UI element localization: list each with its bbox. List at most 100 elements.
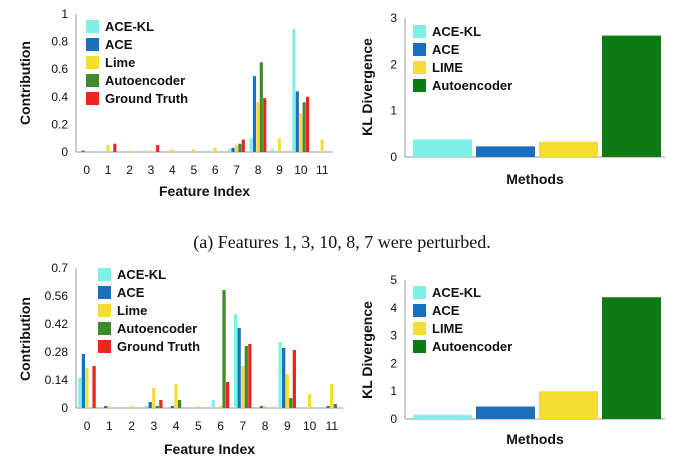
bar-ground-truth [248,344,252,408]
a_kl-chart: 0 1 2 3 KL Divergence Methods ACE-KL ACE LIME Aut… [359,11,665,187]
x-tick-label: 3 [151,419,158,433]
bar-lime [152,388,156,408]
legend-label: Autoencoder [117,321,197,336]
bar-ace-kl [249,138,253,152]
y-tick-label: 0.14 [45,373,69,387]
x-tick-label: 2 [128,419,135,433]
bar-lime [170,149,174,152]
bar-ground-truth [156,145,160,152]
bar-ground-truth [92,366,96,408]
x-tick-label: 7 [240,419,247,433]
legend-swatch [86,74,99,87]
y-tick-label: 4 [390,301,397,315]
legend-swatch [413,286,426,299]
bar-ace-kl [142,150,146,152]
y-tick-label: 1 [390,104,397,118]
x-tick-label: 8 [262,419,269,433]
x-tick-label: 4 [169,163,176,177]
y-tick-label: 0.4 [51,90,68,104]
bar-ace [148,402,152,408]
legend-label: Ground Truth [117,339,200,354]
bar-ace [252,76,257,152]
bar-lime [320,139,324,152]
x-tick-label: 0 [83,163,90,177]
x-tick-label: 9 [276,163,283,177]
legend-swatch [413,304,426,317]
bar-ground-truth [225,382,230,408]
x-axis-label: Methods [506,171,564,187]
bar-ground-truth [306,96,310,152]
legend-label: Ground Truth [105,91,188,106]
bar-ace-kl [413,139,472,157]
bar-ace-kl [144,406,149,408]
y-tick-label: 0.8 [51,35,68,49]
bar-lime [539,391,598,419]
bar-ace-kl [78,378,82,408]
bar-lime [241,366,245,408]
legend-swatch [86,92,99,105]
legend-label: Lime [105,55,135,70]
legend-swatch [413,43,426,56]
bar-autoencoder [177,400,182,408]
legend-label: Autoencoder [432,339,512,354]
legend-swatch [413,340,426,353]
b_kl-chart: 0 1 2 3 4 5 KL Divergence Methods ACE-KL ACE LIME A… [359,273,665,447]
bar-lime [85,368,89,408]
bar-lime [299,113,303,152]
bar-lime [127,150,131,152]
y-tick-label: 0 [390,412,397,426]
bar-lime [256,102,260,152]
bar-ace [170,406,175,408]
bar-ace [259,406,264,408]
bar-autoencoder [302,102,306,152]
y-tick-label: 5 [390,273,397,287]
y-tick-label: 3 [390,329,397,343]
bar-ace-kl [99,150,103,152]
y-tick-label: 1 [390,384,397,398]
y-tick-label: 0.6 [51,62,68,76]
bar-ace [295,91,299,152]
b_contrib-chart: 0 0.14 0.28 0.42 0.56 0.7 Contribution Feature … [17,261,343,457]
bar-lime [218,406,223,408]
bar-autoencoder [333,404,337,408]
x-tick-label: 5 [195,419,202,433]
legend-swatch [413,61,426,74]
x-tick-label: 5 [190,163,197,177]
legend-swatch [98,340,111,353]
y-tick-label: 3 [390,11,397,25]
legend-swatch [98,304,111,317]
x-tick-label: 10 [303,419,317,433]
legend-swatch [86,20,99,33]
legend-swatch [98,268,111,281]
legend-swatch [86,38,99,51]
bar-autoencoder [602,297,661,419]
bar-autoencoder [222,290,226,408]
legend-swatch [98,322,111,335]
legend-swatch [86,56,99,69]
bar-lime [277,138,281,152]
y-tick-label: 2 [390,57,397,71]
legend-swatch [413,25,426,38]
x-tick-label: 8 [255,163,262,177]
bar-lime [307,394,312,408]
bar-autoencoder [238,143,242,152]
bar-ground-truth [292,350,296,408]
legend-label: Autoencoder [432,78,512,93]
bar-ace [326,406,330,408]
bar-ace-kl [270,149,275,152]
y-tick-label: 2 [390,356,397,370]
legend-swatch [98,286,111,299]
bar-ground-truth [263,98,267,152]
caption: (a) Features 1, 3, 10, 8, 7 were perturb… [193,232,490,253]
y-tick-label: 0.42 [45,317,69,331]
bar-lime [192,149,196,152]
bar-lime [213,147,217,152]
x-tick-label: 4 [173,419,180,433]
bar-ace-kl [413,414,472,419]
bar-autoencoder [289,398,293,408]
bar-lime [129,406,134,408]
y-axis-label: Contribution [17,297,33,381]
y-tick-label: 0 [390,150,397,164]
legend-label: ACE-KL [432,285,481,300]
bar-ace-kl [233,314,238,408]
